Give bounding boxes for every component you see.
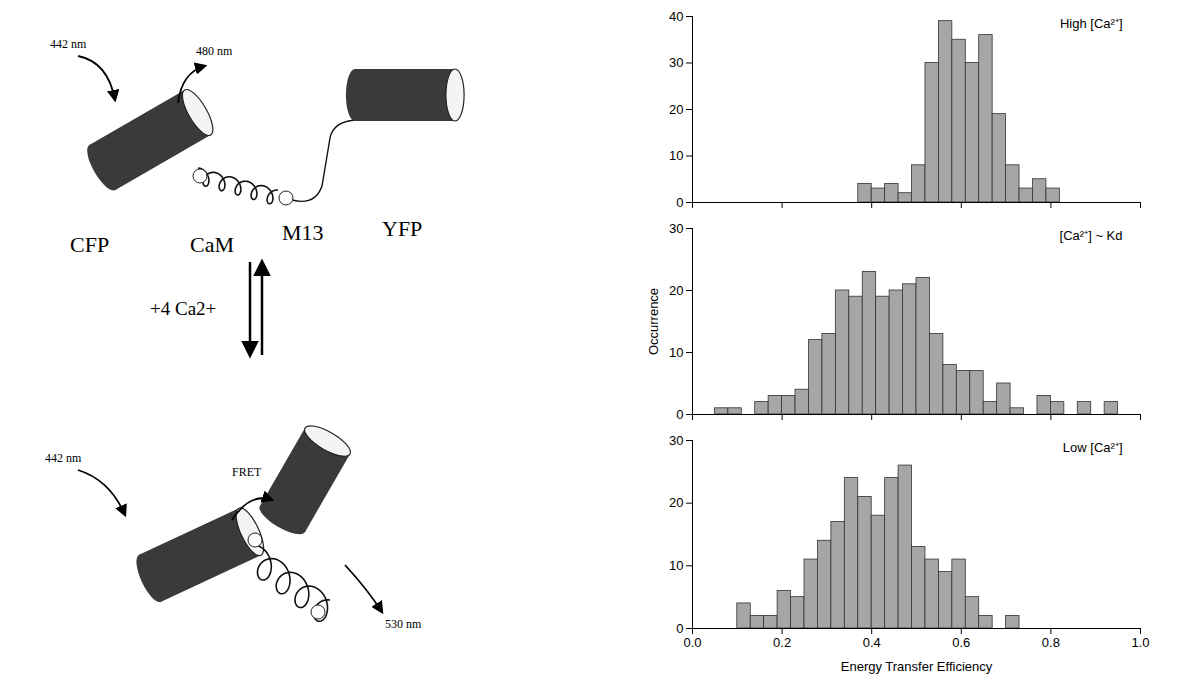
svg-text:10: 10	[669, 558, 683, 573]
svg-text:20: 20	[669, 495, 683, 510]
svg-text:480 nm: 480 nm	[196, 44, 233, 58]
svg-text:1.0: 1.0	[1131, 635, 1149, 650]
svg-text:Energy Transfer Efficiency: Energy Transfer Efficiency	[841, 659, 993, 674]
svg-text:[Ca²⁺] ~ Kd: [Ca²⁺] ~ Kd	[1060, 228, 1123, 243]
svg-text:0: 0	[676, 407, 683, 422]
svg-text:442 nm: 442 nm	[50, 37, 87, 51]
svg-text:0.4: 0.4	[863, 635, 881, 650]
svg-text:10: 10	[669, 148, 683, 163]
svg-text:CaM: CaM	[190, 232, 234, 257]
svg-text:30: 30	[669, 433, 683, 448]
svg-text:40: 40	[669, 9, 683, 24]
svg-text:0.6: 0.6	[952, 635, 970, 650]
svg-text:Low [Ca²⁺]: Low [Ca²⁺]	[1063, 440, 1123, 455]
svg-text:30: 30	[669, 55, 683, 70]
svg-text:530 nm: 530 nm	[385, 617, 422, 631]
svg-text:Occurrence: Occurrence	[646, 288, 661, 355]
svg-text:CFP: CFP	[70, 232, 109, 257]
svg-text:YFP: YFP	[382, 216, 422, 241]
svg-text:0.2: 0.2	[773, 635, 791, 650]
svg-text:20: 20	[669, 102, 683, 117]
svg-text:High [Ca²⁺]: High [Ca²⁺]	[1060, 16, 1123, 31]
svg-text:0: 0	[676, 195, 683, 210]
svg-text:442 nm: 442 nm	[45, 451, 82, 465]
svg-text:0: 0	[676, 621, 683, 636]
svg-text:0.0: 0.0	[683, 635, 701, 650]
svg-text:M13: M13	[282, 220, 324, 245]
svg-text:+4 Ca2+: +4 Ca2+	[150, 298, 216, 319]
svg-text:FRET: FRET	[232, 465, 262, 479]
svg-text:0.8: 0.8	[1042, 635, 1060, 650]
svg-text:30: 30	[669, 221, 683, 236]
svg-text:10: 10	[669, 345, 683, 360]
svg-text:20: 20	[669, 283, 683, 298]
